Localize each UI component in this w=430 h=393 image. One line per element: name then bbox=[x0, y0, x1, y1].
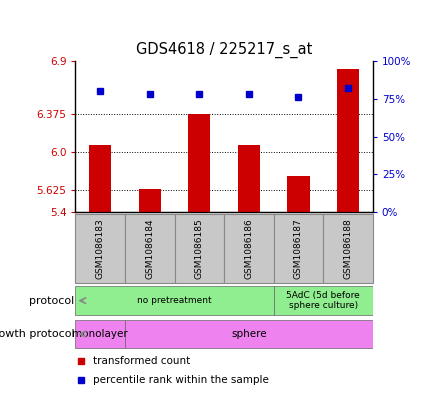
Text: percentile rank within the sample: percentile rank within the sample bbox=[93, 375, 268, 385]
Bar bbox=[273, 214, 322, 283]
Bar bbox=[188, 114, 210, 212]
Text: growth protocol: growth protocol bbox=[0, 329, 74, 339]
Text: sphere: sphere bbox=[230, 329, 266, 339]
Text: GSM1086186: GSM1086186 bbox=[244, 218, 253, 279]
Text: GSM1086188: GSM1086188 bbox=[343, 218, 352, 279]
Bar bbox=[174, 214, 224, 283]
Bar bbox=[287, 176, 309, 212]
Bar bbox=[237, 145, 259, 212]
Text: GSM1086183: GSM1086183 bbox=[95, 218, 104, 279]
Title: GDS4618 / 225217_s_at: GDS4618 / 225217_s_at bbox=[135, 42, 312, 58]
Text: transformed count: transformed count bbox=[93, 356, 190, 366]
Bar bbox=[273, 286, 372, 315]
Bar bbox=[322, 214, 372, 283]
Text: protocol: protocol bbox=[29, 296, 74, 306]
Bar bbox=[75, 320, 125, 348]
Bar bbox=[224, 214, 273, 283]
Text: GSM1086184: GSM1086184 bbox=[145, 218, 154, 279]
Text: monolayer: monolayer bbox=[72, 329, 128, 339]
Text: GSM1086185: GSM1086185 bbox=[194, 218, 203, 279]
Bar bbox=[125, 320, 372, 348]
Bar bbox=[125, 214, 174, 283]
Bar bbox=[75, 286, 273, 315]
Bar bbox=[138, 189, 160, 212]
Bar bbox=[75, 214, 125, 283]
Text: 5AdC (5d before
sphere culture): 5AdC (5d before sphere culture) bbox=[286, 291, 359, 310]
Text: no pretreatment: no pretreatment bbox=[137, 296, 212, 305]
Text: GSM1086187: GSM1086187 bbox=[293, 218, 302, 279]
Bar bbox=[89, 145, 111, 212]
Bar bbox=[336, 69, 358, 212]
